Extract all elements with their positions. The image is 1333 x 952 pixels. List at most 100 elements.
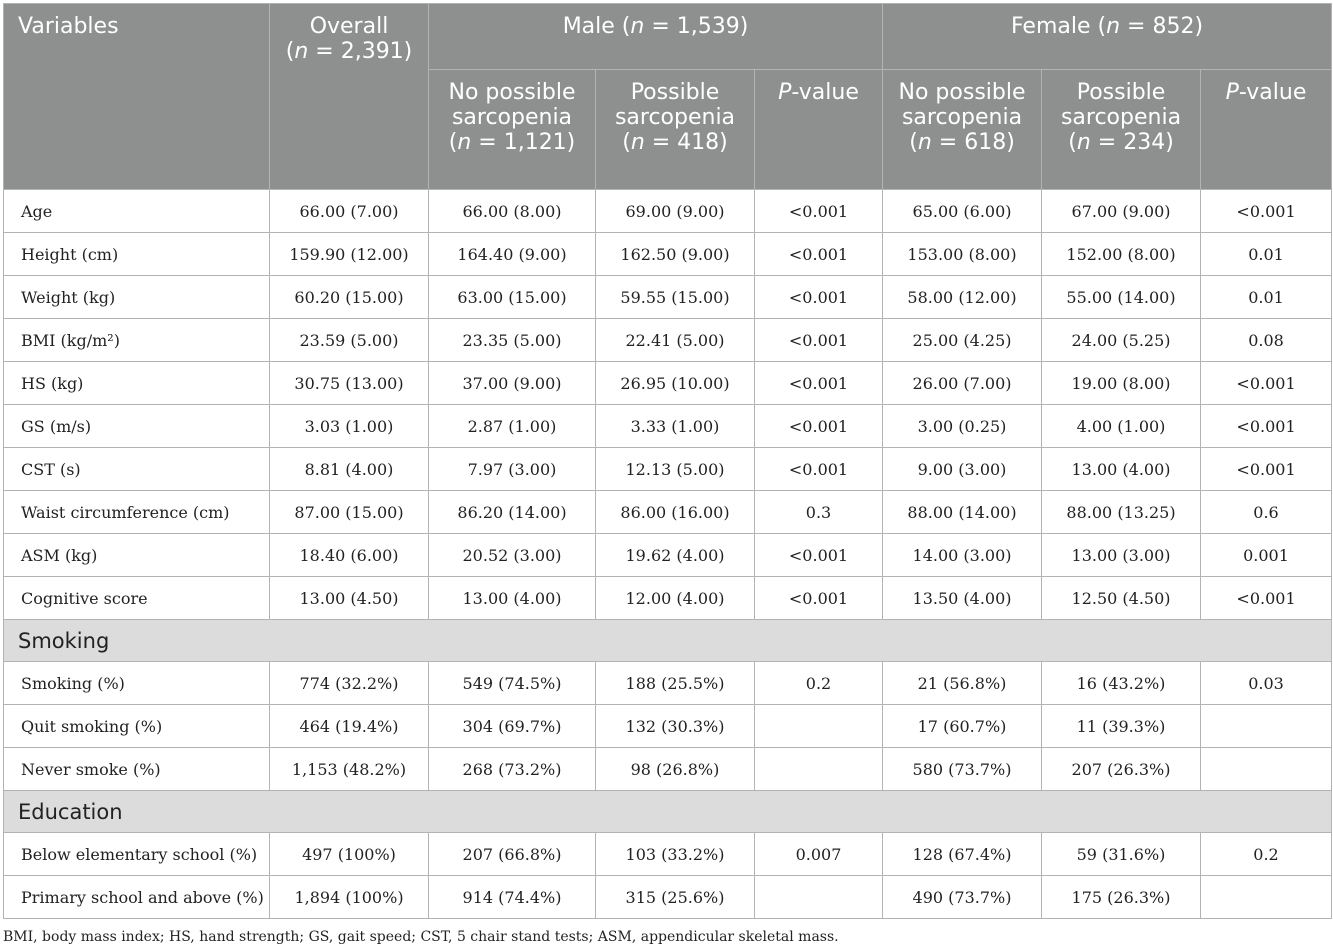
table-cell <box>1200 747 1333 791</box>
table-cell: 0.001 <box>1200 533 1333 577</box>
table-cell: <0.001 <box>753 361 884 405</box>
header-female-group: Female (n = 852) <box>882 3 1333 70</box>
row-label: Waist circumference (cm) <box>3 490 270 534</box>
table-cell <box>753 875 884 919</box>
table-cell: 86.00 (16.00) <box>595 490 755 534</box>
table-cell: 12.13 (5.00) <box>595 447 755 491</box>
table-cell: 0.6 <box>1200 490 1333 534</box>
table-row: Smoking (%) 774 (32.2%) 549 (74.5%) 188 (25… <box>3 661 1333 705</box>
table-cell <box>753 747 884 791</box>
table-cell: 98 (26.8%) <box>595 747 755 791</box>
table-cell: 20.52 (3.00) <box>428 533 596 577</box>
table-cell: 26.95 (10.00) <box>595 361 755 405</box>
table-cell: 1,894 (100%) <box>269 875 429 919</box>
header-male-pvalue: P-value <box>753 69 884 190</box>
table-cell: 164.40 (9.00) <box>428 232 596 276</box>
header-variables: Variables <box>3 3 270 190</box>
table-body: Age 66.00 (7.00) 66.00 (8.00) 69.00 (9.00) <… <box>2 189 1333 919</box>
header-female-no-possible-n: (n = 618) <box>909 130 1015 155</box>
header-female-pvalue: P-value <box>1200 69 1333 190</box>
table-cell: 3.03 (1.00) <box>269 404 429 448</box>
table-cell: 159.90 (12.00) <box>269 232 429 276</box>
table-cell: 268 (73.2%) <box>428 747 596 791</box>
table-cell: 25.00 (4.25) <box>882 318 1043 362</box>
row-label: Quit smoking (%) <box>3 704 270 748</box>
table-cell: 0.2 <box>753 661 884 705</box>
table-row: Primary school and above (%) 1,894 (100%)… <box>3 875 1333 919</box>
table-cell: 86.20 (14.00) <box>428 490 596 534</box>
table-cell: 152.00 (8.00) <box>1041 232 1202 276</box>
row-label: Age <box>3 189 270 233</box>
table-cell: 315 (25.6%) <box>595 875 755 919</box>
table-cell: 13.00 (4.00) <box>1041 447 1202 491</box>
table-cell: <0.001 <box>753 576 884 620</box>
table-cell: 18.40 (6.00) <box>269 533 429 577</box>
table-cell: 914 (74.4%) <box>428 875 596 919</box>
table-cell: 60.20 (15.00) <box>269 275 429 319</box>
table-cell: 26.00 (7.00) <box>882 361 1043 405</box>
table-cell: 19.00 (8.00) <box>1041 361 1202 405</box>
table-cell <box>753 704 884 748</box>
header-female-no-possible: No possible sarcopenia (n = 618) <box>882 69 1043 190</box>
table-cell: 69.00 (9.00) <box>595 189 755 233</box>
table-cell: 9.00 (3.00) <box>882 447 1043 491</box>
header-female-possible-n: (n = 234) <box>1068 130 1174 155</box>
table-row: BMI (kg/m²) 23.59 (5.00) 23.35 (5.00) 22.41… <box>3 318 1333 362</box>
row-label: Height (cm) <box>3 232 270 276</box>
table-row: Quit smoking (%) 464 (19.4%) 304 (69.7%) 13… <box>3 704 1333 748</box>
table-cell: <0.001 <box>753 189 884 233</box>
row-label: Below elementary school (%) <box>3 832 270 876</box>
table-cell: 63.00 (15.00) <box>428 275 596 319</box>
row-label: BMI (kg/m²) <box>3 318 270 362</box>
header-overall-n: (n = 2,391) <box>285 39 413 64</box>
table-cell: 497 (100%) <box>269 832 429 876</box>
table-cell: <0.001 <box>753 318 884 362</box>
table-cell: 207 (26.3%) <box>1041 747 1202 791</box>
table-footnote: BMI, body mass index; HS, hand strength;… <box>3 929 839 945</box>
table-cell: 188 (25.5%) <box>595 661 755 705</box>
characteristics-table: Variables Overall (n = 2,391) Male (n = … <box>2 3 1333 919</box>
table-row: Weight (kg) 60.20 (15.00) 63.00 (15.00) 59.… <box>3 275 1333 319</box>
row-label: Primary school and above (%) <box>3 875 270 919</box>
table-cell: <0.001 <box>753 404 884 448</box>
table-row: GS (m/s) 3.03 (1.00) 2.87 (1.00) 3.33 (1.00… <box>3 404 1333 448</box>
header-male-no-possible: No possible sarcopenia (n = 1,121) <box>428 69 596 190</box>
row-label: Weight (kg) <box>3 275 270 319</box>
row-label: HS (kg) <box>3 361 270 405</box>
header-male-no-possible-n: (n = 1,121) <box>448 130 576 155</box>
table-row: Cognitive score 13.00 (4.50) 13.00 (4.00) 1… <box>3 576 1333 620</box>
table-cell: 175 (26.3%) <box>1041 875 1202 919</box>
table-cell: 7.97 (3.00) <box>428 447 596 491</box>
table-cell: 22.41 (5.00) <box>595 318 755 362</box>
header-female-no-possible-label: No possible sarcopenia <box>898 80 1026 130</box>
table-cell: 549 (74.5%) <box>428 661 596 705</box>
table-cell: 12.00 (4.00) <box>595 576 755 620</box>
header-row-subgroups: No possible sarcopenia (n = 1,121) Possi… <box>4 69 1333 190</box>
table-row: Below elementary school (%) 497 (100%) 207… <box>3 832 1333 876</box>
table-cell: 13.50 (4.00) <box>882 576 1043 620</box>
row-label: Cognitive score <box>3 576 270 620</box>
table-cell: 88.00 (13.25) <box>1041 490 1202 534</box>
table-cell: 0.08 <box>1200 318 1333 362</box>
table-cell: 13.00 (3.00) <box>1041 533 1202 577</box>
table-cell: 16 (43.2%) <box>1041 661 1202 705</box>
section-label: Smoking <box>2 619 1333 662</box>
table-cell: 13.00 (4.00) <box>428 576 596 620</box>
table-cell: 24.00 (5.25) <box>1041 318 1202 362</box>
table-cell: <0.001 <box>753 447 884 491</box>
table-cell: 58.00 (12.00) <box>882 275 1043 319</box>
table-cell: 0.03 <box>1200 661 1333 705</box>
table-cell: 2.87 (1.00) <box>428 404 596 448</box>
table-cell: 153.00 (8.00) <box>882 232 1043 276</box>
row-label: ASM (kg) <box>3 533 270 577</box>
header-male-group: Male (n = 1,539) <box>427 3 884 70</box>
table-cell: 0.007 <box>753 832 884 876</box>
table-cell: 580 (73.7%) <box>882 747 1043 791</box>
table-cell: 207 (66.8%) <box>428 832 596 876</box>
table-cell: 19.62 (4.00) <box>595 533 755 577</box>
table-cell: 88.00 (14.00) <box>882 490 1043 534</box>
table-row: HS (kg) 30.75 (13.00) 37.00 (9.00) 26.95 (1… <box>3 361 1333 405</box>
table-cell: 464 (19.4%) <box>269 704 429 748</box>
table-cell: 55.00 (14.00) <box>1041 275 1202 319</box>
table-cell: 59.55 (15.00) <box>595 275 755 319</box>
